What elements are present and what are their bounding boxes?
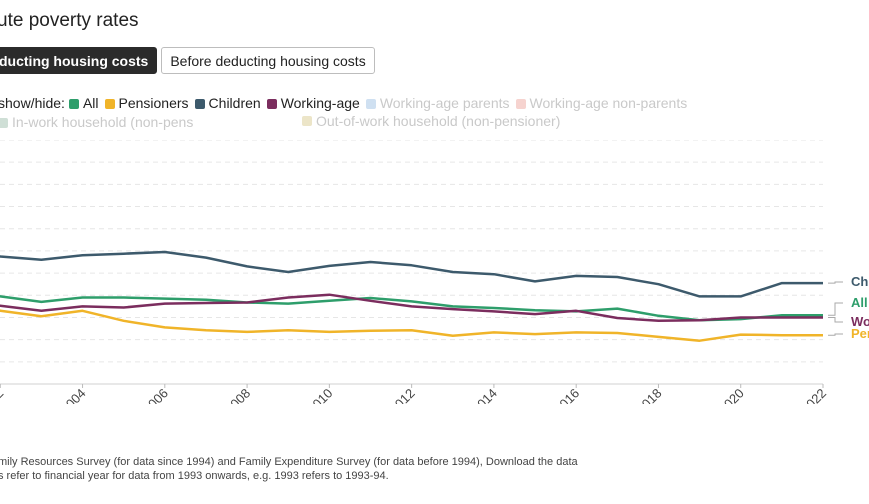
legend-label: show/hide: — [0, 95, 65, 111]
end-label-working-age: Wo — [851, 314, 869, 329]
legend-item-label: Children — [208, 95, 261, 111]
end-label-connector — [828, 316, 843, 323]
x-tick-label: 2010 — [304, 386, 335, 404]
x-tick-label: 2022 — [798, 386, 829, 404]
legend-swatch — [104, 98, 115, 109]
legend-item-pensioners[interactable]: Pensioners — [104, 94, 189, 113]
x-tick-label: 2016 — [551, 386, 582, 404]
housing-cost-toggle: ducting housing costs Before deducting h… — [0, 47, 375, 74]
legend-swatch — [194, 98, 205, 109]
legend-item-label: Out-of-work household (non-pensioner) — [316, 113, 561, 129]
x-tick-label: 2020 — [716, 386, 747, 404]
x-tick-label: 2006 — [140, 386, 171, 404]
legend-item-working-age[interactable]: Working-age — [266, 94, 360, 113]
legend-item-working-age-non-parents[interactable]: Working-age non-parents — [515, 94, 688, 113]
legend-item-working-age-parents[interactable]: Working-age parents — [365, 94, 510, 113]
legend-item-label: Pensioners — [118, 95, 189, 111]
x-tick-label: 2018 — [634, 386, 665, 404]
series-line-children — [0, 250, 823, 298]
x-tick-label: 2014 — [469, 386, 500, 404]
series-line-all — [0, 295, 823, 322]
legend-swatch — [0, 117, 8, 128]
before-housing-costs-button[interactable]: Before deducting housing costs — [161, 47, 375, 74]
end-label-connector — [828, 333, 843, 336]
legend-item-label: In-work household (non-pens — [12, 114, 194, 130]
legend-item-label: Working-age — [280, 95, 360, 111]
end-label-connector — [828, 281, 843, 284]
page-title: ute poverty rates — [0, 10, 139, 31]
end-label-children: Chi — [851, 274, 869, 289]
legend-item-label: Working-age non-parents — [529, 95, 688, 111]
legend-swatch — [515, 98, 526, 109]
legend-item-in-work-household-non-pens[interactable]: In-work household (non-pens — [0, 113, 193, 132]
line-chart: 2002 2004 2006 2008 2010 2012 2014 2016 2018 2020… — [0, 140, 869, 404]
source-note: mily Resources Survey (for data since 19… — [0, 456, 578, 468]
after-housing-costs-button[interactable]: ducting housing costs — [0, 47, 158, 74]
x-tick-label: 2012 — [387, 386, 418, 404]
series-legend: show/hide: All Pensioners Children Working-… — [0, 94, 869, 132]
end-label-connector — [828, 302, 843, 316]
year-note: s refer to financial year for data from … — [0, 470, 389, 482]
end-label-pensioners: Pen — [851, 326, 869, 341]
x-tick-label: 2008 — [222, 386, 253, 404]
legend-swatch — [365, 98, 376, 109]
legend-item-out-of-work-household-non-pensioner[interactable]: Out-of-work household (non-pensioner) — [302, 113, 560, 129]
legend-swatch — [302, 116, 312, 126]
series-line-pensioners — [0, 309, 823, 342]
series-line-working-age — [0, 293, 823, 323]
x-tick-label: 2004 — [58, 386, 89, 404]
legend-item-children[interactable]: Children — [194, 94, 261, 113]
legend-item-label: All — [82, 95, 99, 111]
x-tick-label: 2002 — [0, 386, 6, 404]
legend-item-label: Working-age parents — [379, 95, 510, 111]
legend-swatch — [266, 98, 277, 109]
legend-item-all[interactable]: All — [68, 94, 99, 113]
end-label-all: All — [851, 295, 868, 310]
legend-swatch — [68, 98, 79, 109]
series-legend-overflow: Out-of-work household (non-pensioner) — [302, 113, 566, 129]
